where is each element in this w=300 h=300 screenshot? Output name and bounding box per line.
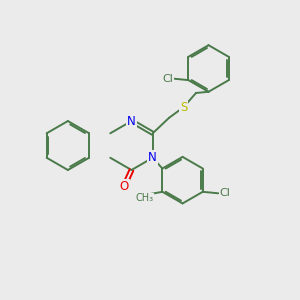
Text: CH₃: CH₃ <box>135 194 154 203</box>
Text: Cl: Cl <box>163 74 173 84</box>
Text: S: S <box>180 101 187 114</box>
Text: N: N <box>148 151 157 164</box>
Text: Cl: Cl <box>219 188 230 198</box>
Text: O: O <box>119 180 129 193</box>
Text: N: N <box>127 115 136 128</box>
